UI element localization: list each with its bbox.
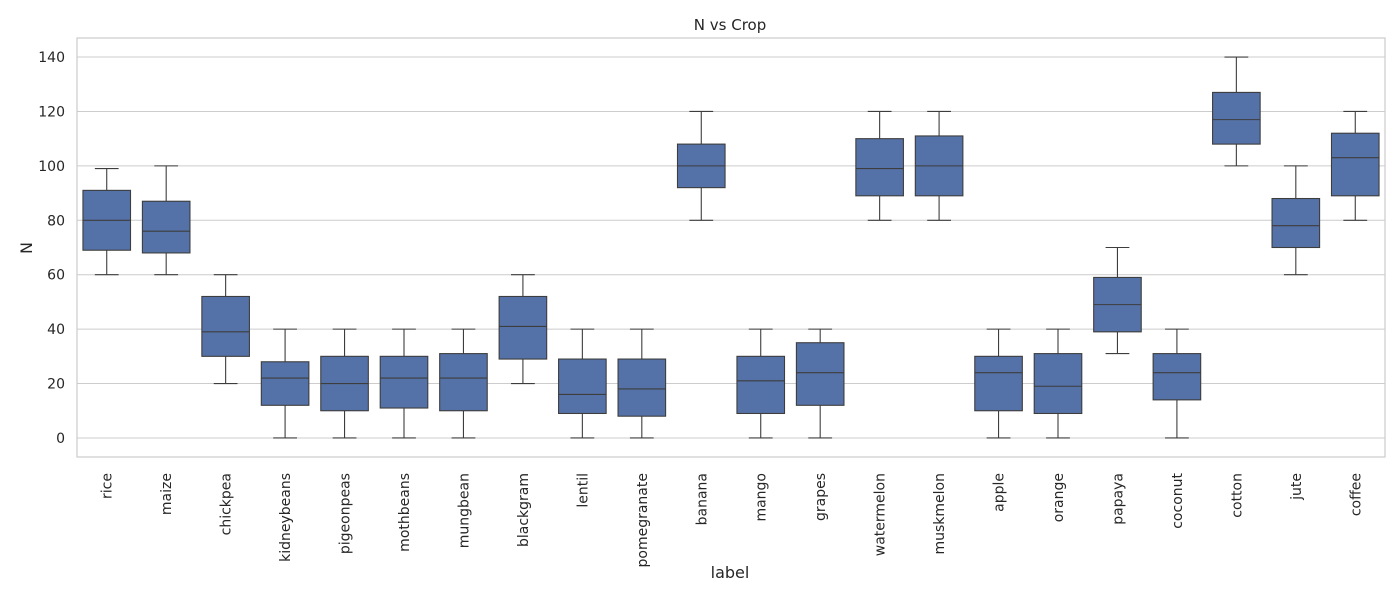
x-tick-label: grapes: [813, 473, 829, 521]
box-coffee: [1330, 110, 1380, 221]
iqr-box: [379, 355, 429, 409]
iqr-box: [736, 355, 786, 415]
x-tick-label: jute: [1289, 473, 1305, 501]
plot-frame: [76, 37, 1386, 458]
x-tick-label: pigeonpeas: [338, 473, 354, 554]
box-mungbean: [439, 328, 488, 439]
box-apple: [974, 328, 1023, 439]
iqr-box: [617, 358, 667, 417]
x-tick-label: rice: [100, 473, 116, 499]
box-mango: [736, 328, 786, 439]
x-tick-labels: rice maize chickpea kidneybeans pigeonpeas mo…: [100, 472, 1365, 567]
y-tick-label: 100: [38, 159, 65, 175]
x-tick-label: mothbeans: [397, 473, 413, 552]
box-cotton: [1212, 56, 1261, 167]
y-tick-label: 40: [47, 322, 65, 338]
iqr-box: [1212, 91, 1261, 145]
x-tick-label: maize: [159, 473, 175, 515]
box-rice: [82, 168, 132, 276]
x-tick-label: cotton: [1229, 473, 1245, 518]
y-tick-label: 120: [38, 104, 65, 120]
x-tick-label: muskmelon: [932, 473, 948, 555]
iqr-box: [855, 138, 904, 197]
box-pomegranate: [617, 328, 667, 439]
box-banana: [676, 110, 726, 221]
x-tick-label: mango: [754, 473, 770, 522]
box-grapes: [795, 328, 845, 439]
box-blackgram: [498, 274, 548, 385]
x-tick-label: pomegranate: [635, 473, 651, 567]
iqr-box: [260, 361, 310, 406]
x-tick-label: coconut: [1170, 472, 1186, 528]
y-tick-label: 140: [38, 50, 65, 66]
x-tick-label: blackgram: [516, 473, 532, 547]
iqr-box: [141, 200, 191, 254]
box-lentil: [558, 328, 607, 439]
box-papaya: [1093, 246, 1142, 355]
x-tick-label: papaya: [1110, 473, 1126, 525]
x-axis-title: label: [711, 563, 750, 582]
y-tick-label: 20: [47, 377, 65, 393]
iqr-box: [1330, 132, 1380, 197]
x-tick-label: banana: [694, 473, 710, 525]
iqr-box: [498, 295, 548, 360]
y-axis-title: N: [17, 242, 36, 254]
y-tick-labels: 0 20 40 60 80 100 120 140: [38, 50, 65, 447]
box-watermelon: [855, 110, 904, 221]
box-mothbeans: [379, 328, 429, 439]
iqr-box: [439, 353, 488, 412]
box-kidneybeans: [260, 328, 310, 439]
box-coconut: [1152, 328, 1202, 439]
x-tick-label: lentil: [575, 473, 591, 508]
box-layer: [82, 56, 1380, 439]
x-tick-label: chickpea: [219, 473, 235, 535]
x-tick-label: orange: [1051, 473, 1067, 522]
iqr-box: [974, 355, 1023, 412]
iqr-box: [795, 342, 845, 406]
y-tick-label: 60: [47, 268, 65, 284]
iqr-box: [1033, 353, 1083, 415]
iqr-box: [1152, 353, 1202, 401]
x-tick-label: coffee: [1348, 473, 1364, 516]
box-jute: [1271, 165, 1321, 276]
y-tick-label: 0: [56, 431, 65, 447]
x-tick-label: apple: [992, 473, 1008, 512]
iqr-box: [201, 295, 250, 357]
x-tick-label: kidneybeans: [278, 473, 294, 562]
iqr-box: [1271, 197, 1321, 249]
box-maize: [141, 165, 191, 276]
chart-title: N vs Crop: [694, 16, 766, 34]
box-orange: [1033, 328, 1083, 439]
x-tick-label: mungbean: [456, 473, 472, 548]
x-tick-label: watermelon: [873, 473, 889, 556]
box-muskmelon: [914, 110, 964, 221]
iqr-box: [558, 358, 607, 415]
box-chickpea: [201, 274, 250, 385]
y-tick-label: 80: [47, 213, 65, 229]
box-pigeonpeas: [320, 328, 369, 439]
